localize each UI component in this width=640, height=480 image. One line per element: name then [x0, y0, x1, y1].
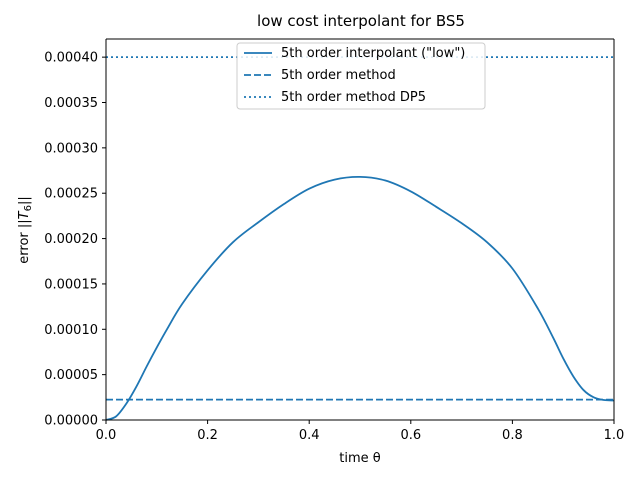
- chart-title: low cost interpolant for BS5: [257, 12, 465, 30]
- y-tick-label: 0.00025: [44, 187, 98, 202]
- legend: 5th order interpolant ("low") 5th order …: [236, 42, 486, 110]
- y-tick-label: 0.00040: [44, 51, 98, 66]
- x-tick-label: 0.8: [502, 428, 523, 443]
- x-axis-label: time θ: [339, 451, 381, 466]
- y-tick-label: 0.00035: [44, 96, 98, 111]
- x-tick-label: 0.0: [96, 428, 117, 443]
- y-tick-label: 0.00015: [44, 277, 98, 292]
- y-tick-label: 0.00005: [44, 368, 98, 383]
- legend-label-method: 5th order method: [281, 68, 396, 83]
- y-axis-label: error ||T6||: [17, 196, 34, 263]
- series-group: [105, 56, 615, 421]
- x-tick-label: 0.6: [400, 428, 421, 443]
- legend-label-interpolant: 5th order interpolant ("low"): [281, 46, 465, 61]
- y-ticks: 0.00000 0.00005 0.00010 0.00015 0.00020 0.000…: [44, 51, 106, 429]
- y-tick-label: 0.00010: [44, 323, 98, 338]
- x-tick-label: 1.0: [604, 428, 625, 443]
- y-tick-label: 0.00000: [44, 414, 98, 429]
- x-ticks: 0.0 0.2 0.4 0.6 0.8 1.0: [96, 420, 625, 443]
- legend-label-dp5: 5th order method DP5: [281, 90, 426, 105]
- y-tick-label: 0.00030: [44, 141, 98, 156]
- series-interpolant-line: [105, 175, 615, 421]
- x-tick-label: 0.4: [299, 428, 320, 443]
- legend-box: [236, 42, 486, 110]
- x-tick-label: 0.2: [197, 428, 218, 443]
- y-tick-label: 0.00020: [44, 232, 98, 247]
